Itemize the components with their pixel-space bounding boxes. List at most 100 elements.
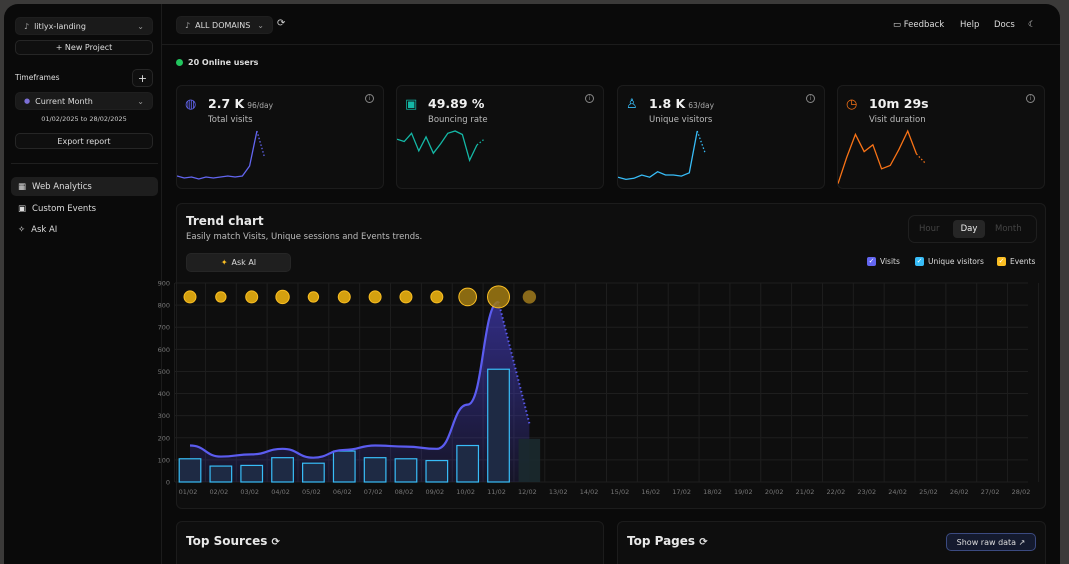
x-tick-label: 11/02 [487,488,506,496]
kpi-label: Bouncing rate [428,115,488,125]
timeframe-selector[interactable]: ● Current Month ⌄ [15,92,153,110]
unique-visitors-bar [240,464,264,483]
x-tick-label: 04/02 [271,488,290,496]
legend-events[interactable]: ✓ Events [997,257,1035,266]
events-bubble [337,290,351,304]
sparkline-projection [696,130,706,154]
unique-visitors-bar [178,458,202,483]
legend-unique-visitors[interactable]: ✓ Unique visitors [915,257,984,266]
x-tick-label: 12/02 [518,488,537,496]
x-tick-label: 19/02 [734,488,753,496]
y-tick-label: 700 [158,324,170,332]
sparkle-icon: ✦ [220,258,228,267]
info-icon[interactable]: i [585,94,594,103]
x-tick-label: 22/02 [827,488,846,496]
x-tick-label: 26/02 [950,488,969,496]
project-selector[interactable]: ♪ litlyx-landing ⌄ [15,17,153,35]
kpi-number: 49.89 % [428,96,485,111]
x-tick-label: 03/02 [240,488,259,496]
events-bubble [307,291,320,303]
x-tick-label: 01/02 [179,488,198,496]
y-tick-label: 500 [158,368,170,376]
x-tick-label: 28/02 [1012,488,1031,496]
feedback-label: Feedback [903,20,945,30]
y-tick-label: 200 [158,434,170,442]
x-tick-label: 16/02 [641,488,660,496]
docs-link[interactable]: Docs [994,20,1015,30]
checkbox-icon: ✓ [997,257,1006,266]
online-dot-icon [176,59,183,66]
y-tick-label: 600 [158,346,170,354]
events-bubble [183,290,197,304]
date-range: 01/02/2025 to 28/02/2025 [41,115,127,123]
kpi-per-day: 63/day [688,101,715,110]
info-icon[interactable]: i [806,94,815,103]
x-tick-label: 18/02 [703,488,722,496]
ask-ai-button[interactable]: ✦ Ask AI [186,253,291,272]
sparkline-projection [256,130,265,157]
online-users: 20 Online users [176,58,258,67]
legend-label: Events [1010,257,1036,266]
events-bubble [215,291,227,303]
events-bubble [399,290,413,304]
sparkline [397,130,485,163]
show-raw-data-button[interactable]: Show raw data ↗ [946,533,1036,551]
y-tick-label: 300 [158,412,170,420]
kpi-per-day: 96/day [247,101,274,110]
domain-selector[interactable]: ♪ ALL DOMAINS ⌄ [176,16,273,34]
sidebar: ♪ litlyx-landing ⌄ + New Project Timeframe… [4,4,162,564]
legend-visits[interactable]: ✓ Visits [867,257,900,266]
theme-toggle-moon-icon[interactable]: ☾ [1028,20,1036,30]
timer-icon: ◷ [846,97,858,112]
domain-icon: ♪ [185,20,191,30]
refresh-icon[interactable]: ⟳ [277,18,286,29]
events-bubble [522,290,537,304]
unique-visitors-bar [209,465,233,483]
sidebar-item-ask-ai[interactable]: ✧ Ask AI [11,220,158,239]
unique-visitors-bar [332,450,356,483]
help-link[interactable]: Help [960,20,980,30]
granularity-day[interactable]: Day [953,220,985,238]
granularity-hour[interactable]: Hour [919,224,940,234]
x-tick-label: 14/02 [580,488,599,496]
x-tick-label: 27/02 [981,488,1000,496]
events-bubble [245,290,259,304]
add-timeframe-button[interactable]: + [132,69,153,87]
feedback-link[interactable]: ▭ Feedback [893,20,944,30]
x-tick-label: 06/02 [333,488,352,496]
dot-icon: ● [24,97,31,105]
refresh-icon[interactable]: ⟳ [271,537,280,548]
kpi-label: Unique visitors [649,115,713,125]
info-icon[interactable]: i [1026,94,1035,103]
globe-icon: ◍ [185,97,197,112]
x-tick-label: 13/02 [549,488,568,496]
new-project-button[interactable]: + New Project [15,40,153,55]
sidebar-item-custom-events[interactable]: ▣ Custom Events [11,199,158,218]
unique-visitors-bar [363,457,387,483]
refresh-icon[interactable]: ⟳ [699,537,708,548]
checkbox-icon: ✓ [915,257,924,266]
top-pages-title: Top Pages ⟳ [627,534,708,548]
x-tick-label: 10/02 [456,488,475,496]
kpi-number: 2.7 K [208,96,245,111]
sparkline-projection [915,153,926,164]
kpi-value: 10m 29s [869,96,932,111]
events-bubble [368,290,382,304]
sidebar-item-web-analytics[interactable]: ▦ Web Analytics [11,177,158,196]
y-tick-label: 0 [166,479,170,487]
sparkline [618,130,706,181]
x-tick-label: 24/02 [888,488,907,496]
timeframe-value: Current Month [35,96,93,106]
events-bubble [275,289,290,305]
info-icon[interactable]: i [365,94,374,103]
kpi-value: 49.89 % [428,96,487,111]
x-tick-label: 25/02 [919,488,938,496]
legend-label: Unique visitors [928,257,984,266]
export-report-button[interactable]: Export report [15,133,153,149]
y-tick-label: 800 [158,302,170,310]
trend-title: Trend chart [186,214,264,228]
nav-label: Custom Events [32,203,97,214]
trend-chart: 0 100 200 300 400 500 600 700 800 900 01/02 02/02 03… [158,280,1039,496]
x-tick-label: 23/02 [857,488,876,496]
granularity-month[interactable]: Month [995,224,1022,234]
